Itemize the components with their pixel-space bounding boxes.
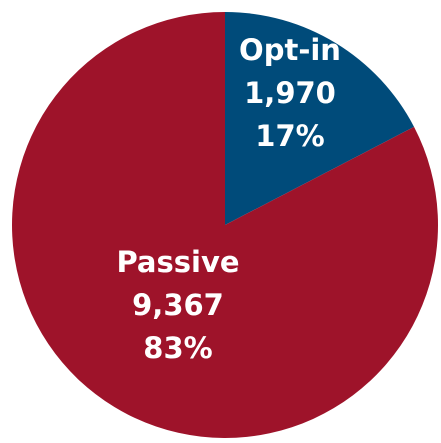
pie-label-opt-in: Opt-in [239, 33, 341, 67]
pie-slice-opt-in [225, 12, 415, 225]
pie-percent-opt-in: 17% [255, 119, 324, 153]
pie-labels: Opt-in 1,970 17% Passive 9,367 83% [116, 33, 341, 365]
pie-value-opt-in: 1,970 [244, 76, 336, 110]
pie-slice-passive [12, 12, 439, 438]
pie-percent-passive: 83% [143, 331, 212, 365]
pie-value-passive: 9,367 [132, 288, 224, 322]
pie-label-passive: Passive [116, 245, 239, 279]
pie-slices [12, 12, 439, 438]
